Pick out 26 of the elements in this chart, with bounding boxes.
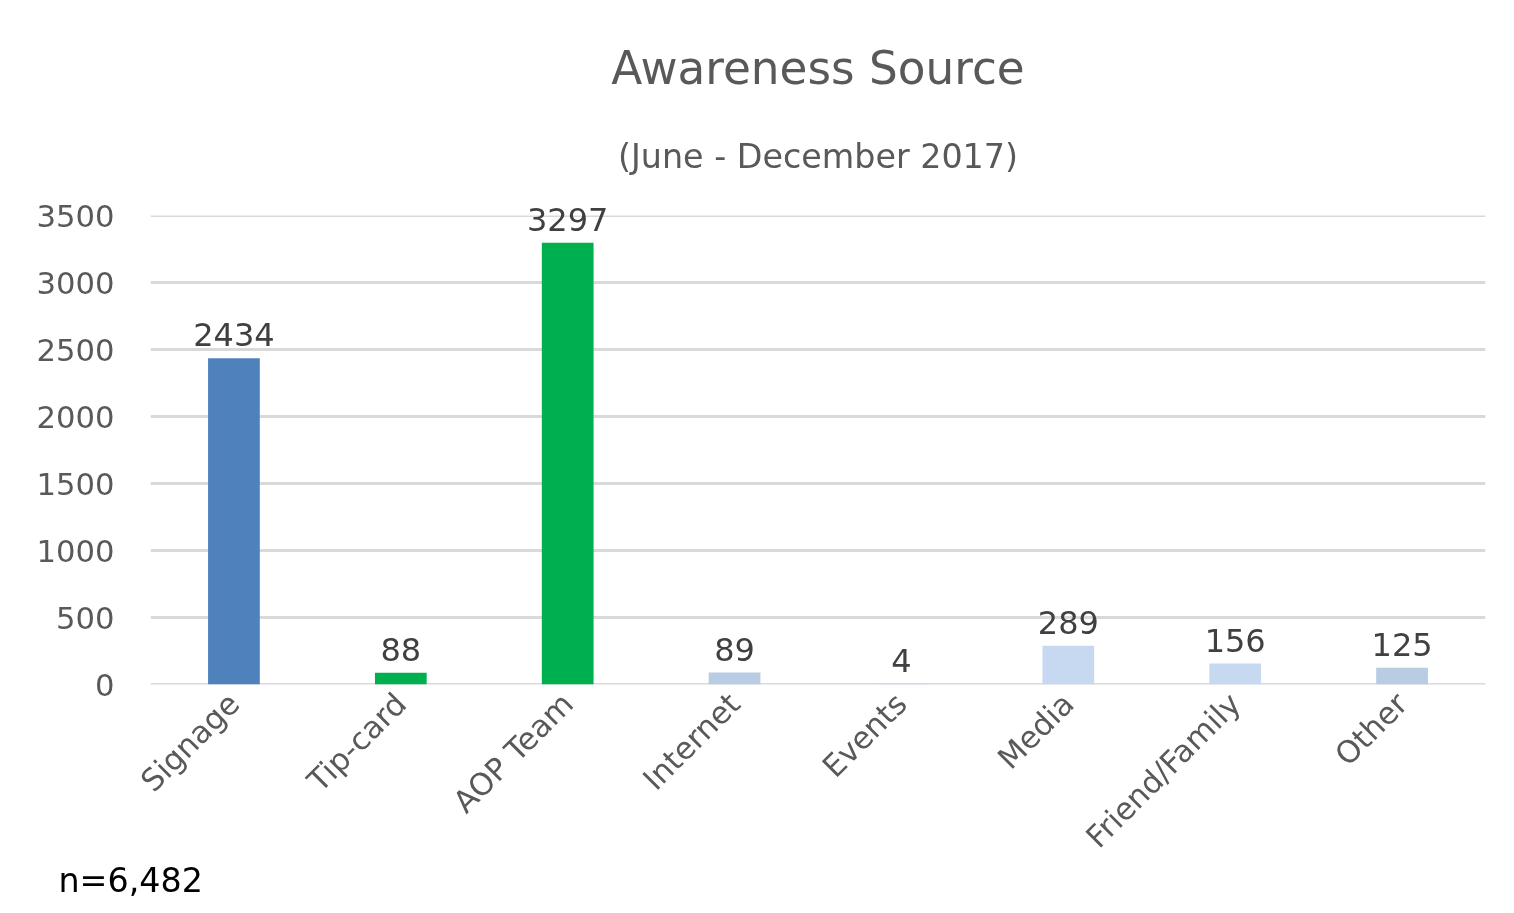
y-tick-label: 0 [95, 667, 115, 703]
y-tick-label: 3000 [36, 265, 115, 301]
data-label: 125 [1371, 625, 1433, 664]
text: n=6,482 [58, 860, 203, 900]
data-label: 3297 [526, 200, 609, 239]
data-label: 4 [891, 641, 912, 680]
chart-title: Awareness Source [611, 41, 1025, 95]
y-tick-label: 2500 [36, 332, 115, 368]
data-label: 88 [380, 630, 422, 669]
data-label: 156 [1204, 621, 1266, 660]
data-label: 2434 [193, 316, 275, 355]
chart-subtitle: (June - December 2017) [617, 136, 1019, 176]
y-tick-label: 3500 [36, 198, 115, 234]
bar [208, 358, 260, 685]
bar [1376, 667, 1428, 685]
y-tick-label: 2000 [36, 399, 115, 435]
bar [1209, 663, 1262, 685]
data-label: 289 [1037, 603, 1099, 642]
bar [708, 672, 761, 685]
data-label: 89 [714, 630, 755, 669]
bar [541, 242, 594, 685]
bar [374, 672, 427, 685]
y-tick-label: 1000 [36, 533, 115, 569]
bar [1042, 645, 1095, 685]
y-tick-label: 1500 [36, 466, 115, 502]
y-tick-label: 500 [55, 600, 115, 636]
